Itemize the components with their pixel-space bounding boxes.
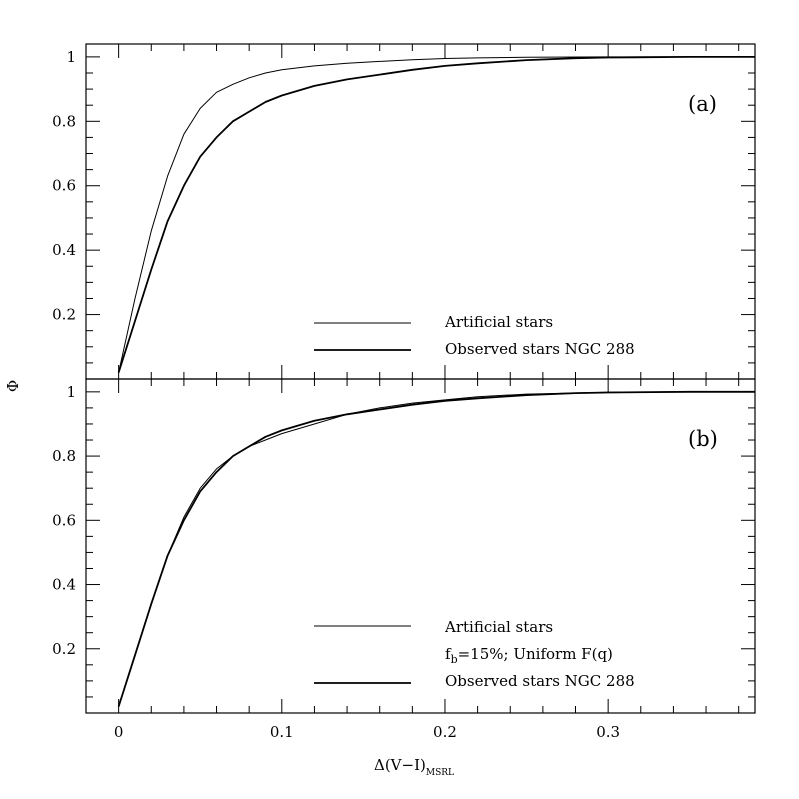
panel-a-legend: Artificial stars Observed stars NGC 288 bbox=[314, 313, 635, 358]
x-tick-label: 0 bbox=[114, 723, 124, 741]
y-tick-label: 1 bbox=[66, 48, 76, 66]
y-tick-label: 0.2 bbox=[52, 640, 76, 658]
panel-b-legend: Artificial stars fb=15%; Uniform F(q) Ob… bbox=[314, 618, 635, 690]
panel-b: 0 0.1 0.2 0.3 0.2 0.4 0.6 0.8 1 (b) Artificial s… bbox=[52, 378, 756, 741]
panel-b-tag: (b) bbox=[688, 427, 718, 451]
y-tick-label: 0.4 bbox=[52, 576, 76, 594]
y-tick-label: 0.8 bbox=[52, 447, 76, 465]
x-axis-label-main: Δ(V−I) bbox=[374, 756, 426, 774]
legend-b-f-sub: b bbox=[451, 653, 458, 666]
series-line-b-0 bbox=[118, 391, 755, 707]
y-tick-label: 0.4 bbox=[52, 241, 76, 259]
series-line-b-1 bbox=[117, 390, 755, 707]
series-line-a-1 bbox=[117, 56, 755, 373]
y-axis-label: Φ bbox=[4, 380, 22, 392]
x-axis-label-sub: MSRL bbox=[426, 768, 454, 778]
y-tick-label: 0.8 bbox=[52, 112, 76, 130]
legend-b-observed-label: Observed stars NGC 288 bbox=[445, 672, 635, 690]
legend-a-artificial-label: Artificial stars bbox=[444, 313, 553, 331]
legend-b-model-rest: =15%; Uniform F(q) bbox=[458, 645, 613, 663]
x-tick-label: 0.1 bbox=[270, 723, 294, 741]
legend-b-f: f bbox=[445, 645, 452, 663]
panel-a-tag: (a) bbox=[688, 92, 717, 116]
panel-b-frame bbox=[85, 378, 756, 714]
x-tick-label: 0.3 bbox=[596, 723, 620, 741]
legend-b-model-label: fb=15%; Uniform F(q) bbox=[445, 645, 613, 666]
panel-a: 0.2 0.4 0.6 0.8 1 (a) Artificial stars Obser… bbox=[52, 43, 756, 380]
x-axis-label: Δ(V−I)MSRL bbox=[374, 756, 454, 778]
legend-a-observed-label: Observed stars NGC 288 bbox=[445, 340, 635, 358]
x-tick-label: 0.2 bbox=[433, 723, 457, 741]
panel-a-frame bbox=[85, 43, 756, 380]
y-tick-label: 0.6 bbox=[52, 511, 76, 529]
legend-b-artificial-label: Artificial stars bbox=[444, 618, 553, 636]
y-tick-label: 1 bbox=[66, 383, 76, 401]
y-tick-label: 0.2 bbox=[52, 306, 76, 324]
y-tick-label: 0.6 bbox=[52, 177, 76, 195]
series-line-a-0 bbox=[118, 56, 755, 373]
